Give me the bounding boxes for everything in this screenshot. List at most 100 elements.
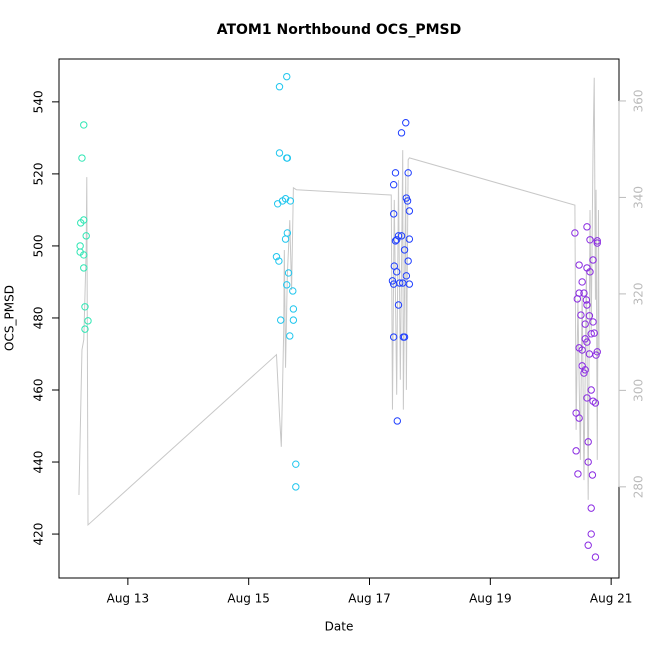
point	[593, 348, 601, 356]
point	[587, 386, 595, 394]
point	[402, 119, 410, 127]
y-tick-label: 480	[32, 307, 46, 330]
point	[593, 239, 601, 247]
point	[80, 216, 88, 224]
chart-title: ATOM1 Northbound OCS_PMSD	[217, 22, 462, 38]
point	[272, 253, 281, 261]
point	[589, 397, 597, 405]
point	[590, 329, 598, 337]
point	[80, 251, 88, 259]
point	[404, 257, 412, 265]
y-tick-label: 440	[32, 451, 46, 474]
point	[397, 129, 406, 137]
y-axis-title: OCS_PMSD	[3, 285, 17, 351]
point	[292, 460, 300, 468]
point	[403, 197, 412, 205]
point	[589, 318, 597, 326]
y2-tick-label: 340	[632, 186, 646, 209]
point	[289, 305, 298, 313]
point	[391, 169, 400, 177]
line	[78, 77, 600, 527]
point	[389, 333, 398, 341]
point	[575, 261, 583, 269]
point	[275, 83, 284, 91]
point	[583, 223, 591, 231]
point	[389, 280, 398, 288]
y-tick-label: 420	[32, 523, 46, 546]
point	[284, 269, 293, 277]
x-tick-label: Aug 15	[227, 592, 270, 606]
point	[275, 149, 284, 157]
point	[584, 438, 592, 446]
point	[400, 246, 409, 254]
point	[587, 330, 595, 338]
point	[580, 369, 588, 377]
point	[583, 301, 591, 309]
point	[389, 210, 398, 218]
point	[286, 197, 295, 205]
y2-tick-label: 300	[632, 379, 646, 402]
point	[82, 232, 90, 240]
point	[392, 236, 401, 244]
point	[292, 483, 300, 491]
point	[585, 312, 594, 320]
point	[78, 154, 86, 162]
point	[575, 414, 583, 422]
point	[289, 287, 297, 295]
point	[80, 121, 88, 129]
point	[394, 301, 403, 309]
point	[586, 268, 594, 276]
point	[393, 417, 401, 425]
point	[588, 471, 597, 479]
point	[589, 256, 597, 264]
point	[581, 320, 589, 328]
point	[277, 316, 285, 324]
point	[283, 281, 291, 289]
y-tick-label: 460	[32, 379, 46, 402]
point	[404, 169, 412, 177]
y-tick-label: 500	[32, 234, 46, 257]
point	[405, 280, 414, 288]
x-tick-label: Aug 13	[107, 592, 150, 606]
point	[582, 296, 591, 304]
point	[397, 232, 406, 240]
point	[583, 394, 591, 402]
point	[402, 272, 411, 280]
point	[573, 295, 582, 303]
point	[283, 72, 291, 81]
point	[84, 317, 92, 325]
point	[405, 207, 414, 215]
point	[81, 303, 89, 311]
y-tick-label: 540	[32, 90, 46, 113]
y-tick-label: 520	[32, 162, 46, 185]
y2-tick-label: 360	[632, 90, 646, 113]
x-tick-label: Aug 19	[469, 592, 512, 606]
point	[286, 332, 294, 340]
y2-tick-label: 320	[632, 282, 646, 305]
point	[400, 333, 409, 341]
point	[76, 242, 84, 250]
point	[587, 504, 595, 512]
plot-box	[58, 58, 620, 579]
point	[587, 530, 595, 538]
point	[586, 236, 594, 244]
point	[275, 257, 283, 265]
y2-tick-label: 280	[632, 475, 646, 498]
point	[81, 325, 89, 333]
point	[388, 277, 397, 285]
point	[580, 289, 588, 297]
point	[577, 311, 585, 319]
point	[581, 366, 589, 374]
point	[281, 235, 290, 243]
point	[574, 470, 582, 478]
point	[591, 399, 600, 407]
point	[593, 237, 601, 245]
point	[289, 316, 298, 324]
point	[405, 235, 414, 243]
x-axis-title: Date	[325, 620, 354, 634]
point	[391, 237, 400, 245]
point	[591, 553, 600, 561]
point	[572, 447, 580, 455]
point	[273, 200, 282, 208]
